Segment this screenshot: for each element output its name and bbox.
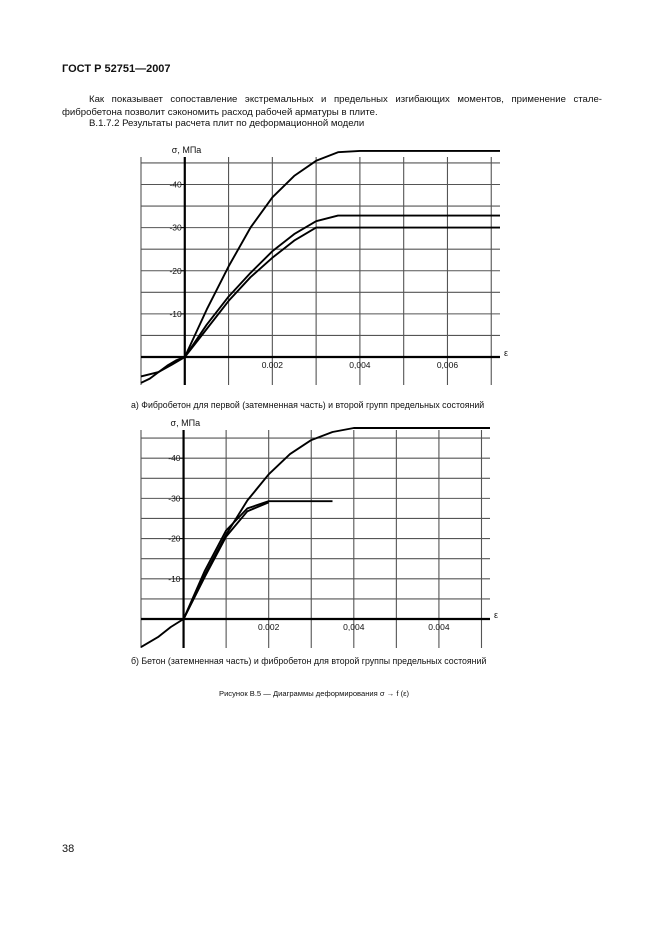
x-tick-label: 0.002 bbox=[262, 360, 284, 370]
y-tick-label: -10 bbox=[168, 574, 181, 584]
chart-b: -40 -30 -20 -10 0.002 0,004 0.004 σ, МПа ε bbox=[140, 418, 498, 648]
y-tick-label: -30 bbox=[168, 493, 181, 503]
y-tick-label: -30 bbox=[169, 223, 182, 233]
y-axis-label: σ, МПа bbox=[172, 145, 202, 155]
y-axis-label: σ, МПа bbox=[171, 418, 201, 428]
x-tick-label: 0.004 bbox=[428, 622, 450, 632]
page-number: 38 bbox=[62, 843, 75, 855]
chart-a: -40 -30 -20 -10 0.002 0,004 0,006 σ, МПа ε bbox=[140, 145, 508, 385]
section-heading: В.1.7.2 Результаты расчета плит по дефор… bbox=[89, 118, 365, 129]
document-header: ГОСТ Р 52751—2007 bbox=[62, 63, 171, 75]
y-tick-label: -10 bbox=[169, 309, 182, 319]
x-axis-label: ε bbox=[504, 348, 508, 358]
body-paragraph: Как показывает сопоставление экстремальн… bbox=[62, 94, 602, 118]
series-line-3 bbox=[140, 226, 500, 378]
x-tick-label: 0.002 bbox=[258, 622, 280, 632]
chart-a-caption: а) Фибробетон для первой (затемненная ча… bbox=[131, 400, 485, 410]
chart-b-caption: б) Бетон (затемненная часть) и фибробето… bbox=[131, 656, 487, 666]
y-tick-label: -40 bbox=[168, 453, 181, 463]
series-line-2 bbox=[184, 214, 500, 358]
y-tick-label: -20 bbox=[168, 534, 181, 544]
y-tick-label: -40 bbox=[169, 180, 182, 190]
x-tick-label: 0,004 bbox=[343, 622, 365, 632]
y-tick-label: -20 bbox=[169, 266, 182, 276]
series-line-2 bbox=[182, 500, 333, 620]
series-line-3 bbox=[182, 501, 270, 620]
series-line-1 bbox=[140, 427, 490, 648]
figure-caption: Рисунок В.5 — Диаграммы деформирования σ… bbox=[219, 689, 410, 698]
x-tick-label: 0,006 bbox=[437, 360, 459, 370]
x-axis-label: ε bbox=[494, 610, 498, 620]
series-line-1 bbox=[140, 149, 500, 384]
x-tick-label: 0,004 bbox=[349, 360, 371, 370]
